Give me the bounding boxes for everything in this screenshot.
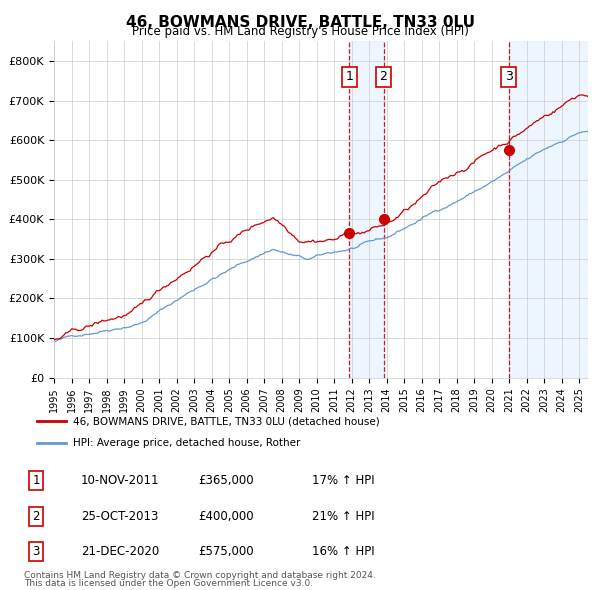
Text: £575,000: £575,000 xyxy=(198,545,254,558)
Text: 21% ↑ HPI: 21% ↑ HPI xyxy=(312,510,374,523)
Text: 16% ↑ HPI: 16% ↑ HPI xyxy=(312,545,374,558)
Bar xyxy=(509,41,588,378)
Text: Contains HM Land Registry data © Crown copyright and database right 2024.: Contains HM Land Registry data © Crown c… xyxy=(24,571,376,580)
Text: 3: 3 xyxy=(32,545,40,558)
Text: HPI: Average price, detached house, Rother: HPI: Average price, detached house, Roth… xyxy=(73,438,301,448)
Text: 46, BOWMANS DRIVE, BATTLE, TN33 0LU: 46, BOWMANS DRIVE, BATTLE, TN33 0LU xyxy=(125,15,475,30)
Text: £365,000: £365,000 xyxy=(198,474,254,487)
Text: £400,000: £400,000 xyxy=(198,510,254,523)
Text: This data is licensed under the Open Government Licence v3.0.: This data is licensed under the Open Gov… xyxy=(24,579,313,588)
Text: 2: 2 xyxy=(32,510,40,523)
Text: 2: 2 xyxy=(380,70,388,83)
Text: Price paid vs. HM Land Registry's House Price Index (HPI): Price paid vs. HM Land Registry's House … xyxy=(131,25,469,38)
Text: 17% ↑ HPI: 17% ↑ HPI xyxy=(312,474,374,487)
Text: 21-DEC-2020: 21-DEC-2020 xyxy=(81,545,159,558)
Text: 3: 3 xyxy=(505,70,512,83)
Text: 1: 1 xyxy=(346,70,353,83)
Bar xyxy=(349,41,383,378)
Text: 25-OCT-2013: 25-OCT-2013 xyxy=(81,510,158,523)
Text: 46, BOWMANS DRIVE, BATTLE, TN33 0LU (detached house): 46, BOWMANS DRIVE, BATTLE, TN33 0LU (det… xyxy=(73,416,380,426)
Text: 1: 1 xyxy=(32,474,40,487)
Text: 10-NOV-2011: 10-NOV-2011 xyxy=(81,474,160,487)
